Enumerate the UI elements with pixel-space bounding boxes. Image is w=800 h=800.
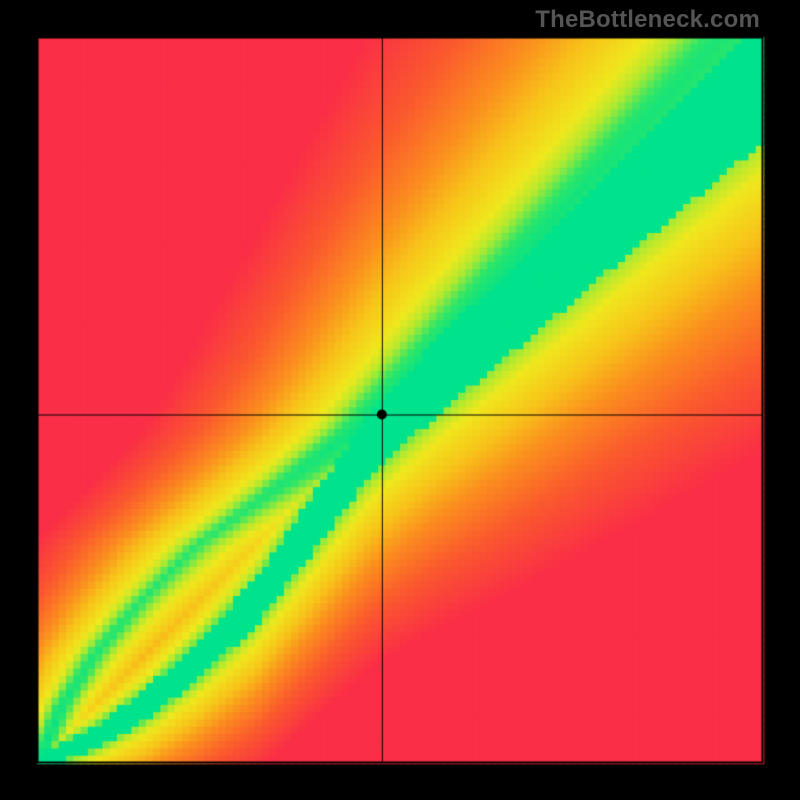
- chart-container: TheBottleneck.com: [0, 0, 800, 800]
- watermark-text: TheBottleneck.com: [535, 6, 760, 34]
- bottleneck-heatmap: [0, 0, 800, 800]
